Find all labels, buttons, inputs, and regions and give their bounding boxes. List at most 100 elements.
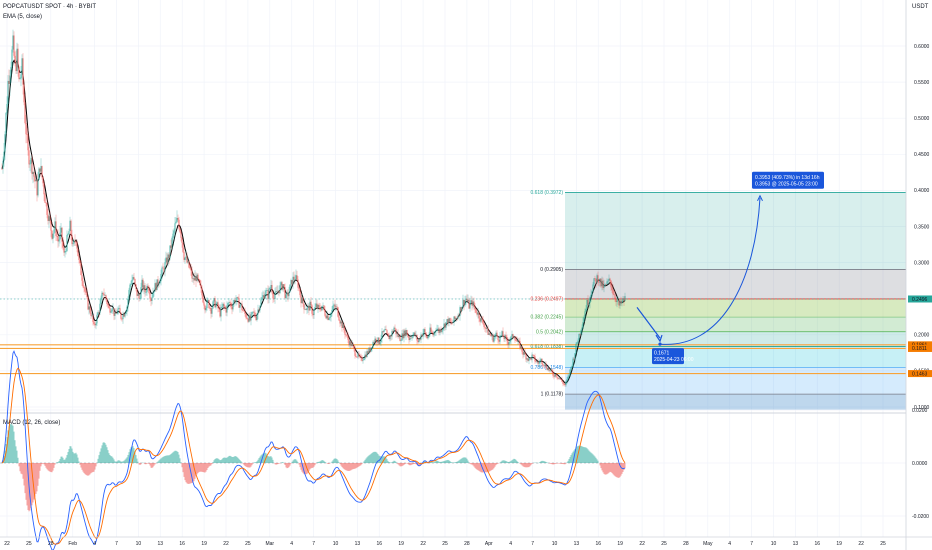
candle-body xyxy=(392,330,394,332)
macd-hist-bar xyxy=(605,463,607,475)
macd-hist-bar xyxy=(618,463,620,478)
date-tick-label: 7 xyxy=(531,541,534,547)
macd-hist-bar xyxy=(85,463,87,475)
candle-body xyxy=(597,275,599,283)
macd-hist-bar xyxy=(167,455,169,463)
macd-hist-bar xyxy=(360,463,362,466)
candle-body xyxy=(469,302,471,309)
macd-hist-bar xyxy=(148,463,150,464)
macd-hist-bar xyxy=(376,452,378,463)
candle-body xyxy=(119,308,121,313)
candle-body xyxy=(40,166,42,172)
candle-body xyxy=(49,216,51,222)
candle-body xyxy=(239,304,241,308)
candle-body xyxy=(564,384,566,386)
candle-body xyxy=(55,221,57,237)
candle-body xyxy=(508,342,510,345)
symbol-title[interactable]: POPCATUSDT SPOT · 4h · BYBIT xyxy=(3,4,97,10)
ema-indicator-label[interactable]: EMA (5, close) xyxy=(3,14,43,20)
candle-body xyxy=(24,102,26,123)
macd-hist-bar xyxy=(592,454,594,463)
macd-hist-bar xyxy=(304,463,306,475)
macd-hist-bar xyxy=(350,463,352,471)
macd-hist-bar xyxy=(415,463,417,465)
candle-body xyxy=(621,300,623,304)
macd-hist-bar xyxy=(514,459,516,463)
price-tick-label: 0.6000 xyxy=(914,44,930,50)
macd-hist-bar xyxy=(522,463,524,467)
candle-body xyxy=(592,284,594,292)
macd-hist-bar xyxy=(214,459,216,463)
macd-hist-bar xyxy=(377,453,379,463)
candle-body xyxy=(322,305,324,307)
macd-hist-bar xyxy=(17,457,19,463)
macd-indicator-label[interactable]: MACD (12, 26, close) xyxy=(3,420,61,426)
macd-hist-bar xyxy=(435,460,437,463)
macd-hist-bar xyxy=(456,461,458,463)
macd-hist-bar xyxy=(213,460,215,463)
macd-hist-bar xyxy=(583,447,585,463)
candle-body xyxy=(339,320,341,324)
target-date-text: 0.3953 @ 2025-05-05 23:00 xyxy=(755,181,818,187)
candle-body xyxy=(71,235,73,245)
date-tick-label: Feb xyxy=(68,541,77,547)
macd-hist-bar xyxy=(68,448,70,463)
macd-hist-bar xyxy=(105,444,107,463)
candle-body xyxy=(586,299,588,309)
candle-body xyxy=(479,318,481,322)
macd-hist-bar xyxy=(314,463,316,466)
candle-body xyxy=(537,361,539,364)
macd-hist-bar xyxy=(59,458,61,463)
time-axis[interactable]: 22 25 28 Feb 4 7 10 13 16 19 22 25 Mar 4 7 10 13 16 19 22 25… xyxy=(4,541,886,547)
candle-body xyxy=(151,297,153,301)
macd-hist-bar xyxy=(346,463,348,471)
candle-body xyxy=(464,300,466,306)
macd-hist-bar xyxy=(266,454,268,463)
candle-body xyxy=(160,273,162,282)
candle-body xyxy=(267,290,269,299)
macd-hist-bar xyxy=(145,463,147,465)
macd-hist-bar xyxy=(60,456,62,463)
candle-body xyxy=(131,279,133,285)
candle-body xyxy=(223,303,225,307)
candle-body xyxy=(484,326,486,328)
macd-hist-bar xyxy=(124,459,126,463)
macd-hist-bar xyxy=(19,463,21,472)
macd-hist-bar xyxy=(90,463,92,474)
candle-body xyxy=(409,337,411,341)
macd-hist-bar xyxy=(164,455,166,463)
macd-hist-bar xyxy=(566,462,568,463)
candle-body xyxy=(554,374,556,377)
currency-label[interactable]: USDT xyxy=(912,4,929,10)
pivot-date-text: 2025-04-23 06:00 xyxy=(654,357,694,363)
macd-hist-bar xyxy=(300,463,302,470)
macd-hist-bar xyxy=(235,456,237,463)
candle-body xyxy=(270,284,272,289)
candle-body xyxy=(157,279,159,285)
fib-retracement[interactable]: 0.618 (0.3972) 0 (0.2905) 0.236 (0.2497) 0.… xyxy=(530,190,906,410)
candle-body xyxy=(242,310,244,311)
candle-body xyxy=(14,55,16,63)
macd-hist-bar xyxy=(505,460,507,463)
macd-hist-bar xyxy=(144,463,146,465)
macd-hist-bar xyxy=(374,451,376,463)
candle-body xyxy=(235,300,237,302)
macd-hist-bar xyxy=(111,456,113,463)
candle-body xyxy=(221,306,223,308)
macd-hist-bar xyxy=(527,463,529,468)
candle-body xyxy=(62,241,64,248)
price-axis[interactable]: 0.6000 0.5500 0.5000 0.4500 0.4000 0.3500 0.30… xyxy=(914,44,930,411)
candle-body xyxy=(413,332,415,335)
candle-body xyxy=(43,183,45,195)
macd-hist-bar xyxy=(140,463,142,465)
candle-body xyxy=(588,302,590,306)
candle-body xyxy=(106,299,108,305)
candle-body xyxy=(10,66,12,76)
candle-body xyxy=(248,315,250,322)
candle-body xyxy=(75,241,77,243)
candle-body xyxy=(549,369,551,371)
macd-hist-bar xyxy=(285,463,287,468)
date-tick-label: 10 xyxy=(136,541,142,547)
macd-hist-bar xyxy=(620,463,622,476)
